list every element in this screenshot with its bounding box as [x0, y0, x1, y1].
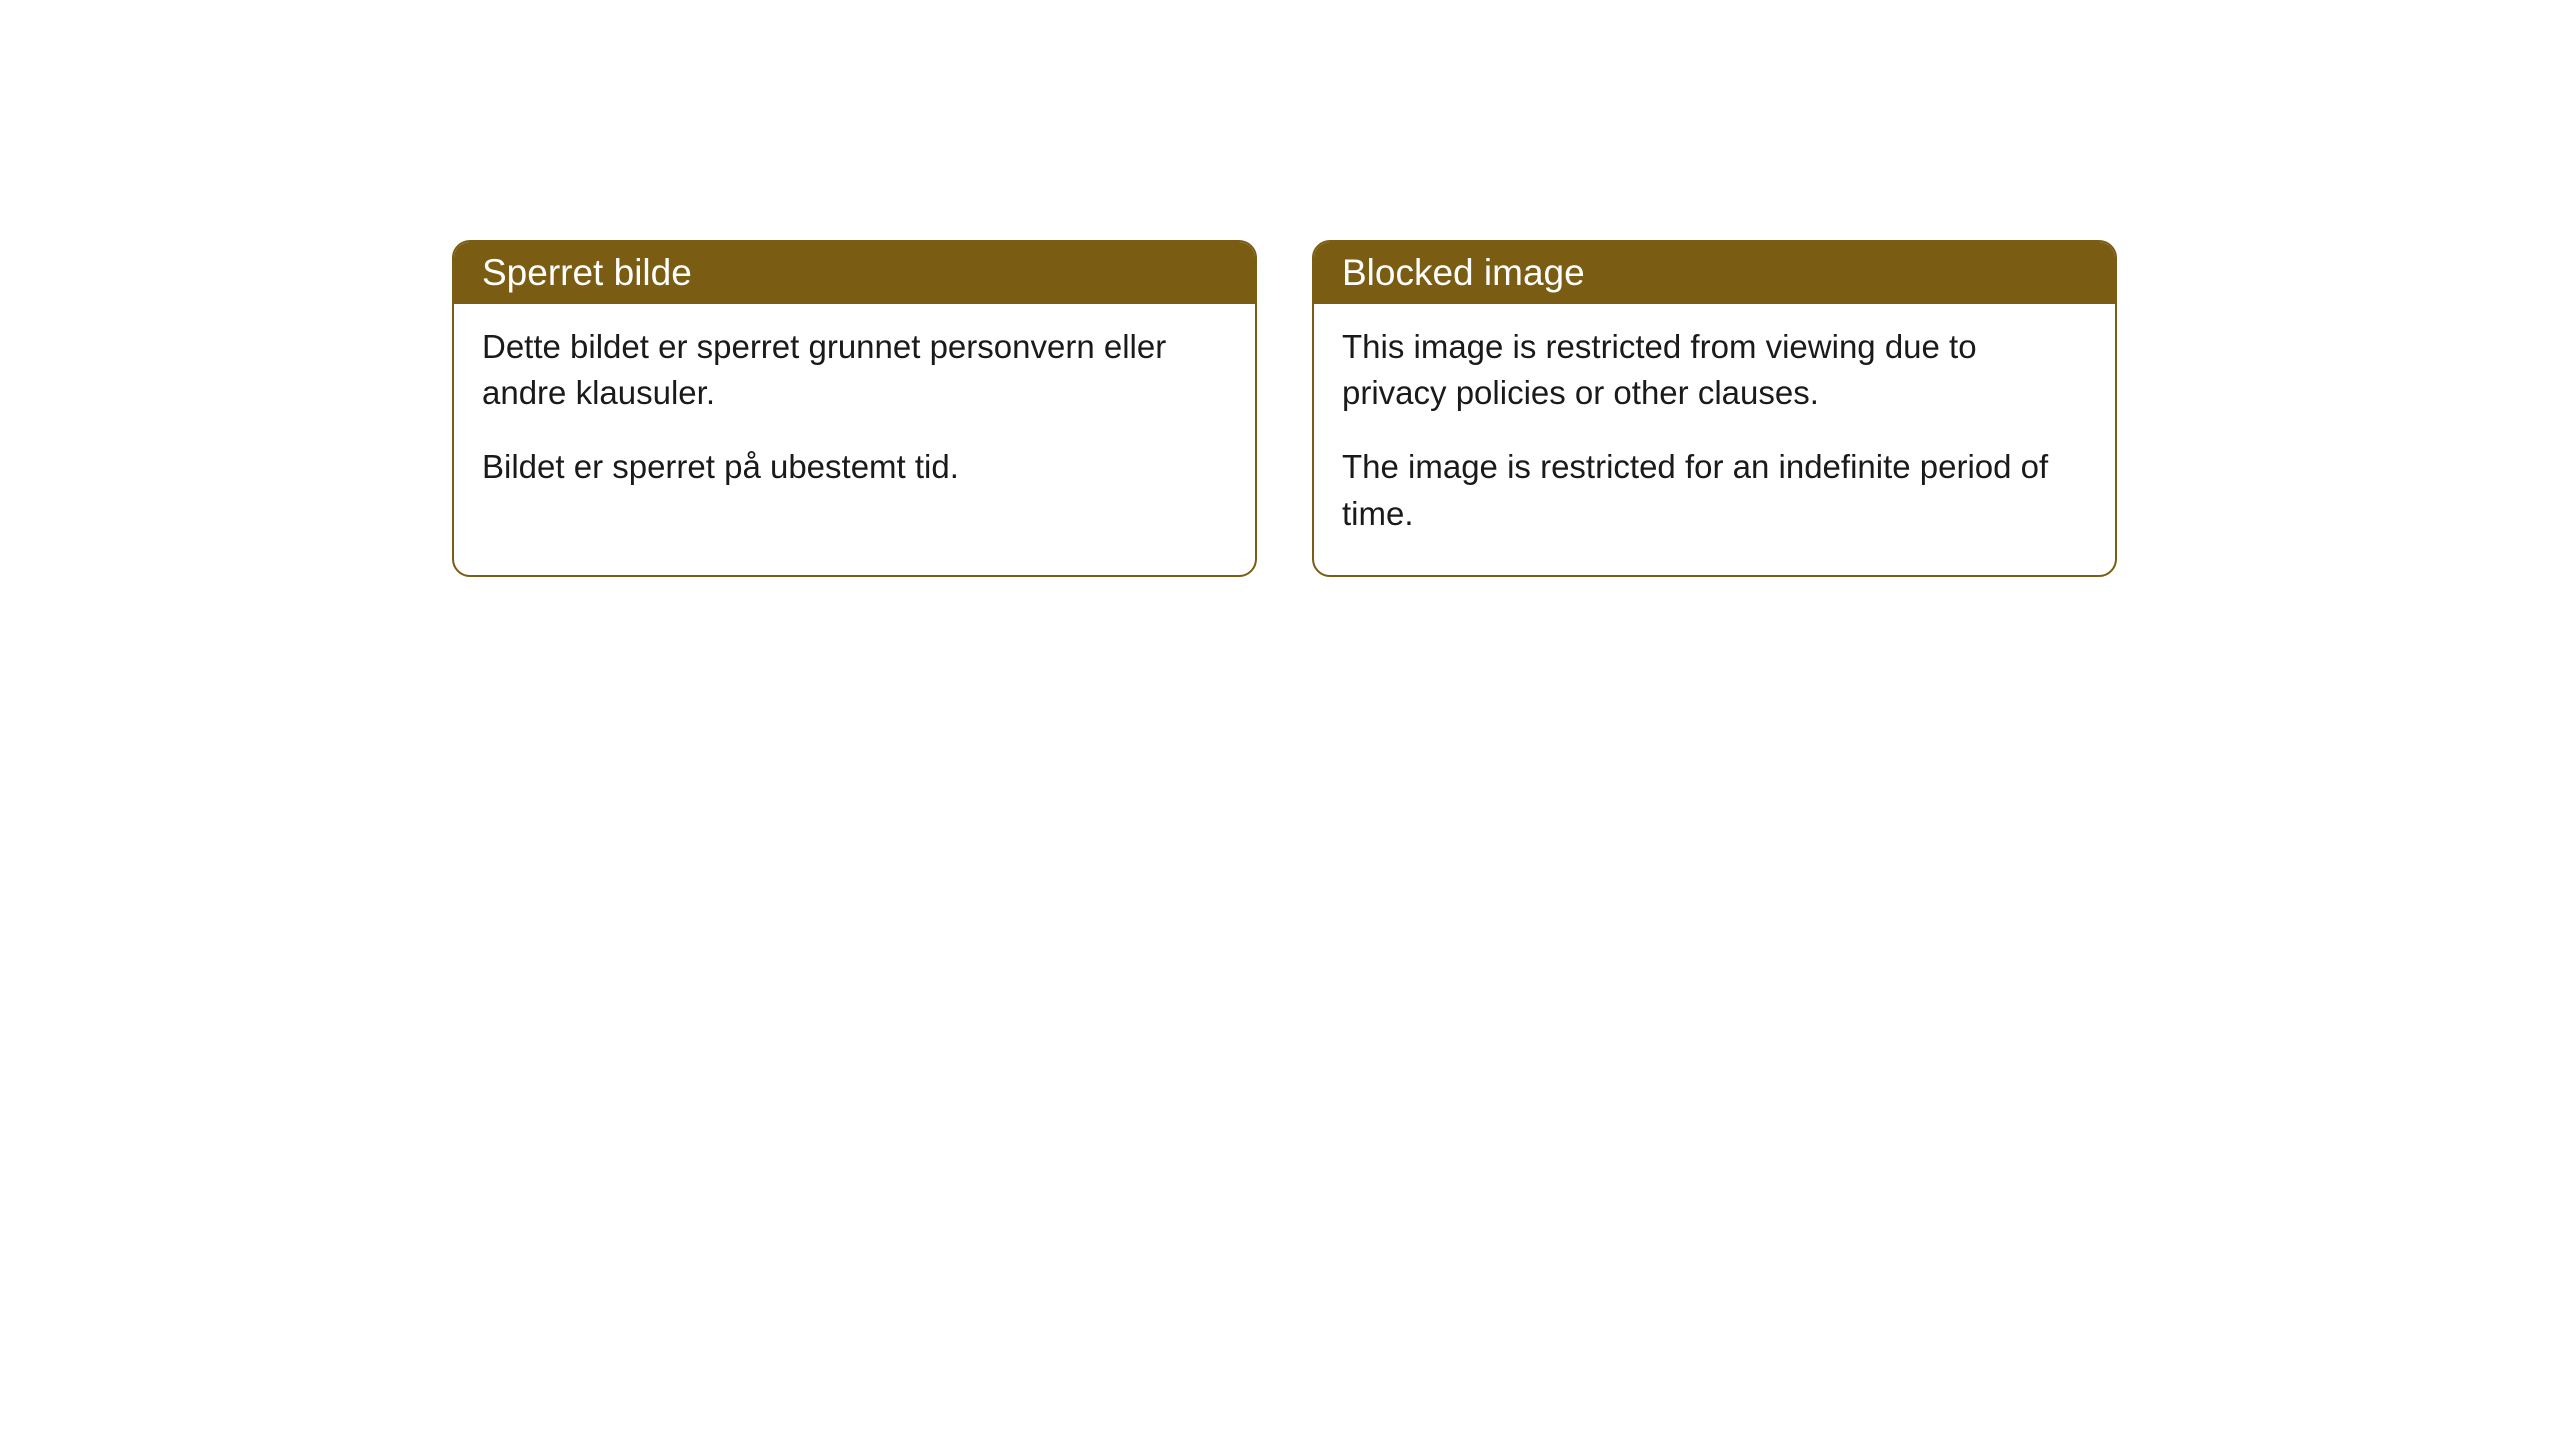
notice-paragraph: Dette bildet er sperret grunnet personve…	[482, 324, 1227, 416]
notice-paragraph: This image is restricted from viewing du…	[1342, 324, 2087, 416]
notice-paragraph: The image is restricted for an indefinit…	[1342, 444, 2087, 536]
notice-body: Dette bildet er sperret grunnet personve…	[454, 304, 1255, 529]
notice-header: Sperret bilde	[454, 242, 1255, 304]
notice-title: Blocked image	[1342, 252, 1585, 293]
notice-title: Sperret bilde	[482, 252, 692, 293]
notice-card-english: Blocked image This image is restricted f…	[1312, 240, 2117, 577]
notice-container: Sperret bilde Dette bildet er sperret gr…	[452, 240, 2117, 577]
notice-card-norwegian: Sperret bilde Dette bildet er sperret gr…	[452, 240, 1257, 577]
notice-paragraph: Bildet er sperret på ubestemt tid.	[482, 444, 1227, 490]
notice-body: This image is restricted from viewing du…	[1314, 304, 2115, 575]
notice-header: Blocked image	[1314, 242, 2115, 304]
